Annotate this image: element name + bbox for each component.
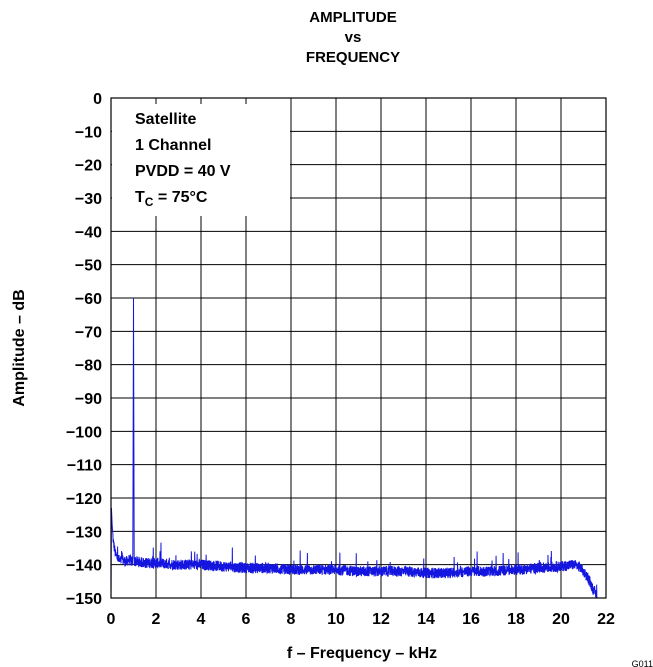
x-tick-label: 0: [107, 611, 116, 628]
y-tick-label: −30: [75, 191, 102, 208]
x-tick-label: 18: [507, 611, 525, 628]
x-tick-label: 22: [597, 611, 615, 628]
y-tick-label: −130: [66, 524, 102, 541]
y-tick-label: −110: [67, 458, 102, 475]
y-tick-label: −50: [75, 258, 102, 275]
spectrum-trace: [110, 297, 598, 599]
annotation-background: [112, 104, 290, 216]
x-tick-label: 12: [372, 611, 390, 628]
annotation-temp-prefix: T: [135, 189, 145, 206]
x-tick-label: 10: [327, 611, 345, 628]
plot-frame: [110, 97, 607, 599]
series-group: [110, 297, 598, 599]
annotation-line-4: TC = 75°C: [135, 189, 208, 209]
annotation-temp-suffix: = 75°C: [153, 189, 207, 206]
x-tick-label: 14: [417, 611, 435, 628]
y-tick-label: −80: [75, 358, 102, 375]
y-tick-label: −70: [75, 324, 102, 341]
y-tick-label: −100: [66, 424, 102, 441]
x-tick-label: 20: [552, 611, 570, 628]
y-tick-label: −60: [75, 291, 102, 308]
x-tick-label: 2: [152, 611, 161, 628]
x-tick-label: 16: [462, 611, 480, 628]
x-tick-label: 8: [287, 611, 296, 628]
y-tick-label: −140: [66, 558, 102, 575]
x-tick-labels: 0 2 4 6 8 10 12 14 16 18 20 22: [107, 611, 615, 628]
figure-code: G011: [632, 659, 653, 667]
y-tick-label: −40: [75, 224, 102, 241]
chart-title-line-3: FREQUENCY: [306, 49, 400, 66]
y-tick-label: −20: [75, 158, 102, 175]
x-tick-label: 6: [242, 611, 251, 628]
chart-title-line-1: AMPLITUDE: [309, 9, 397, 26]
x-tick-label: 4: [197, 611, 206, 628]
y-tick-label: −150: [66, 591, 102, 608]
y-axis-label: Amplitude – dB: [11, 289, 28, 406]
chart-title-line-2: vs: [345, 29, 362, 46]
annotation-line-3: PVDD = 40 V: [135, 163, 231, 180]
y-tick-labels: 0 −10 −20 −30 −40 −50 −60 −70 −80 −90 −100 −110 −120…: [66, 91, 102, 608]
y-tick-label: −90: [75, 391, 102, 408]
annotation-temp-sub: C: [145, 195, 154, 209]
y-tick-label: −120: [66, 491, 102, 508]
x-axis-label: f – Frequency – kHz: [287, 645, 437, 662]
annotation-box: Satellite 1 Channel PVDD = 40 V TC = 75°…: [112, 104, 290, 216]
y-tick-label: −10: [75, 124, 102, 141]
y-tick-label: 0: [93, 91, 102, 108]
annotation-line-1: Satellite: [135, 111, 196, 128]
annotation-line-2: 1 Channel: [135, 137, 211, 154]
